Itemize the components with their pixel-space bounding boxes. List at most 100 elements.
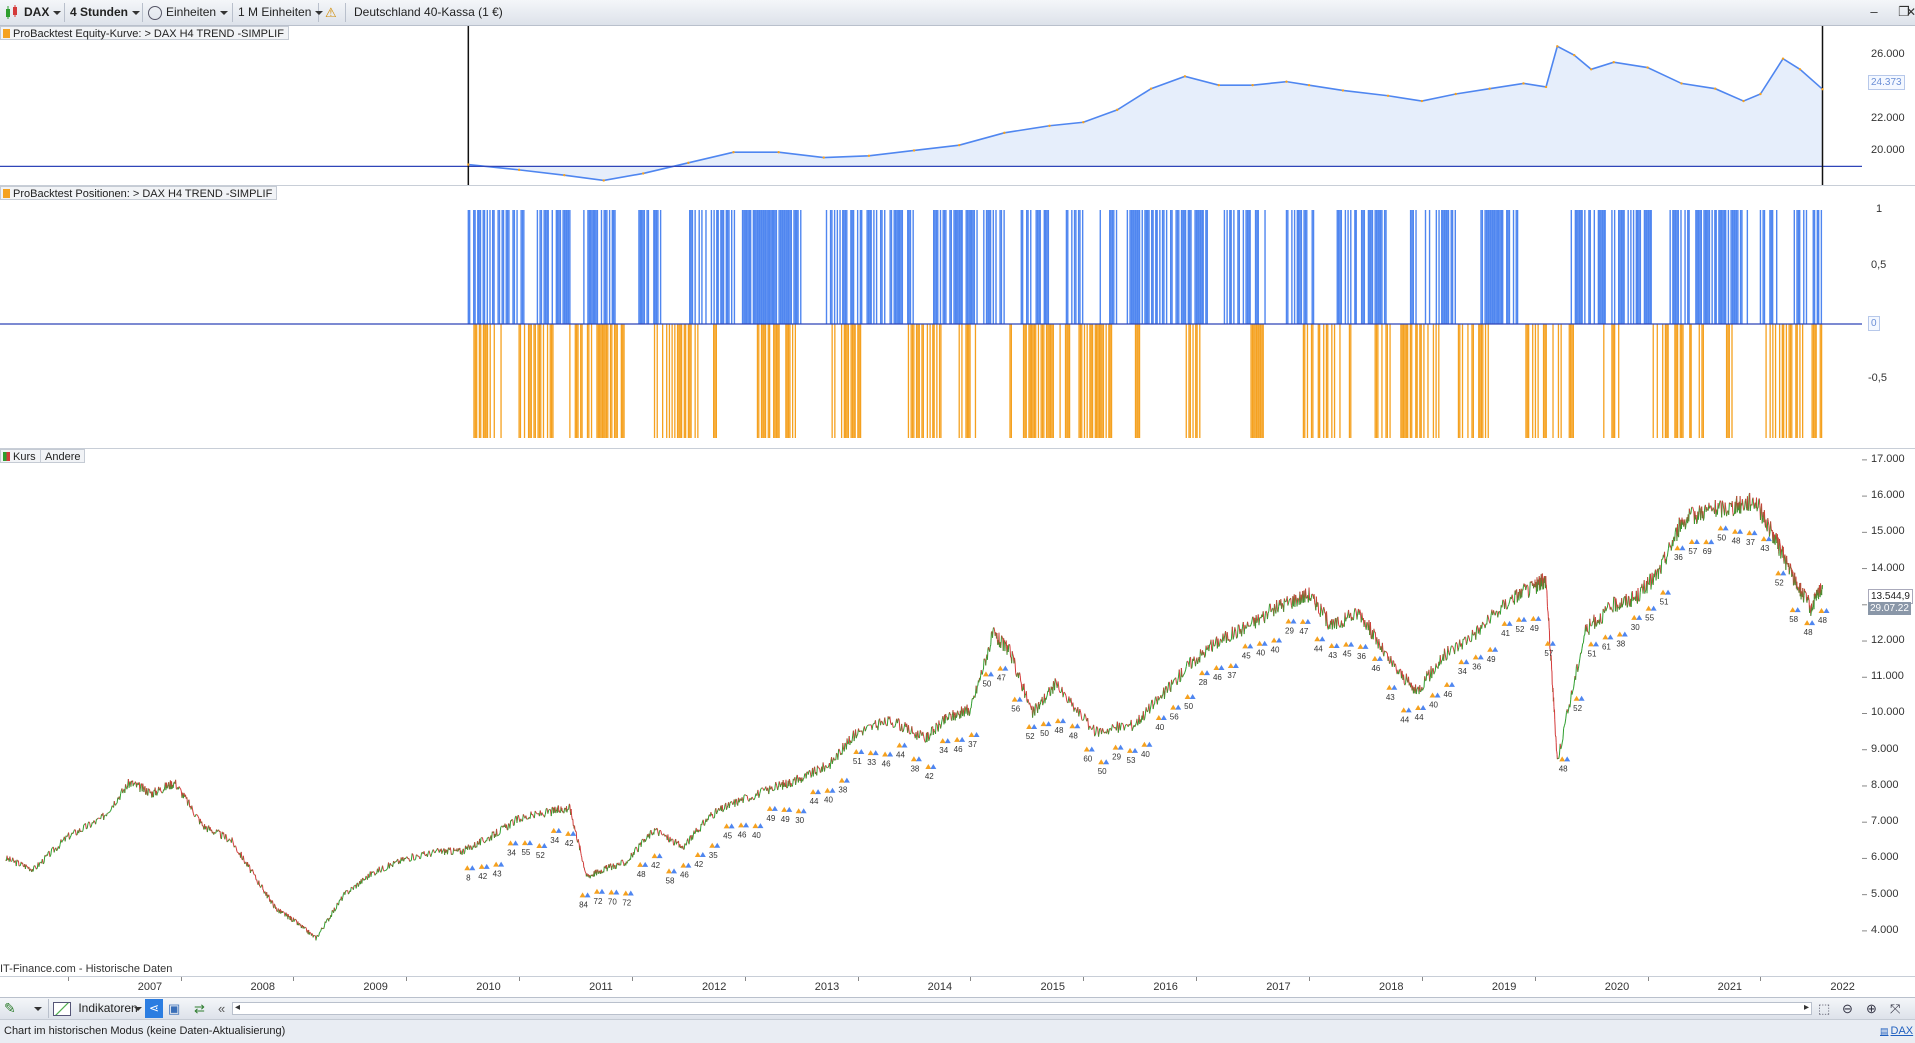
year-label: 2019 — [1491, 981, 1517, 993]
positions-panel-label[interactable]: ProBacktest Positionen: > DAX H4 TREND -… — [0, 186, 278, 200]
equity-point — [958, 143, 961, 147]
zoom-box-icon[interactable]: ⬚ — [1818, 1001, 1831, 1016]
share-icon[interactable]: ⋖ — [145, 999, 163, 1018]
price-segment — [1308, 587, 1311, 601]
price-segment — [1082, 718, 1085, 721]
price-segment — [1276, 600, 1278, 610]
price-segment — [244, 862, 246, 865]
price-segment — [1722, 503, 1725, 510]
price-segment — [232, 840, 234, 845]
price-segment — [1650, 583, 1653, 590]
price-segment — [1062, 691, 1065, 698]
price-segment — [645, 838, 648, 841]
timeframe-selector[interactable]: 4 Stunden — [70, 3, 143, 22]
price-segment — [1741, 499, 1744, 505]
units-selector[interactable]: Einheiten — [148, 3, 233, 22]
horizontal-scrollbar[interactable]: ◂ ▸ — [232, 1002, 1812, 1015]
equity-panel-label[interactable]: ProBacktest Equity-Kurve: > DAX H4 TREND… — [0, 26, 289, 40]
price-segment — [225, 834, 227, 837]
price-segment — [1266, 613, 1269, 620]
price-segment — [1313, 594, 1316, 603]
price-segment — [778, 781, 781, 784]
order-arrow-icon — [1204, 670, 1211, 676]
units-count-selector[interactable]: 1 M Einheiten — [238, 3, 324, 22]
scroll-right-icon[interactable]: ▸ — [1803, 1002, 1809, 1013]
draw-tool-dropdown[interactable] — [30, 999, 42, 1018]
order-marker-label: 72 — [622, 898, 631, 907]
zoom-in-icon[interactable]: ⊕ — [1866, 1001, 1877, 1016]
price-segment — [723, 804, 726, 810]
order-arrow-icon — [478, 863, 485, 869]
price-segment — [1185, 666, 1187, 671]
scroll-left-icon[interactable]: ◂ — [235, 1002, 241, 1013]
order-arrow-icon — [579, 892, 586, 898]
price-segment — [1054, 678, 1056, 691]
price-segment — [1674, 532, 1676, 542]
price-segment — [1424, 676, 1426, 681]
price-segment — [1527, 586, 1530, 598]
panel-divider[interactable] — [0, 185, 1915, 186]
price-segment — [1577, 668, 1579, 672]
price-chart: 8 42 43 34 55 52 34 42 84 72 70 72 48 42 58 46 42 35 45 46 4… — [5, 459, 1867, 941]
time-axis[interactable]: 2007 2008 2009 2010 2011 2012 2013 2014 2015 2016… — [0, 976, 1915, 998]
price-segment — [795, 776, 798, 782]
indicators-button[interactable]: Indikatoren — [48, 999, 138, 1018]
indicators-dropdown[interactable] — [130, 999, 142, 1018]
price-segment — [928, 739, 930, 741]
order-marker-label: 60 — [1083, 754, 1092, 763]
price-segment — [1036, 705, 1038, 709]
sync-icon[interactable]: ⇄ — [194, 1001, 205, 1016]
equity-point — [867, 154, 871, 157]
price-segment — [968, 713, 971, 716]
scroll-to-start-icon[interactable]: « — [218, 1001, 226, 1016]
price-segment — [1014, 662, 1017, 673]
candle-chart-icon[interactable] — [4, 3, 20, 22]
price-segment — [1718, 503, 1721, 509]
price-segment — [1093, 724, 1096, 737]
price-segment — [1469, 640, 1472, 643]
chart-window-icon[interactable]: ▣ — [168, 1001, 181, 1016]
price-segment — [498, 834, 500, 836]
minimize-icon[interactable]: – — [1870, 4, 1878, 19]
price-segment — [1721, 500, 1723, 518]
equity-point — [1589, 68, 1593, 71]
restore-icon[interactable]: ❐ — [1898, 4, 1910, 19]
price-segment — [133, 782, 136, 785]
warning-icon[interactable]: ⚠ — [325, 5, 337, 20]
zoom-out-icon[interactable]: ⊖ — [1842, 1001, 1853, 1016]
price-segment — [1526, 584, 1528, 586]
close-icon[interactable]: ✕ — [1906, 5, 1915, 19]
price-segment — [1578, 658, 1581, 664]
price-segment — [641, 838, 643, 841]
price-segment — [1481, 621, 1484, 629]
price-segment — [1310, 593, 1313, 598]
order-arrow-icon — [1333, 642, 1340, 648]
fit-chart-icon[interactable]: ⤧ — [1890, 1001, 1901, 1016]
price-segment — [1316, 602, 1319, 607]
order-arrow-icon — [1271, 637, 1278, 643]
price-segment — [1748, 494, 1750, 510]
draw-tool-icon[interactable]: ✎ — [4, 1000, 16, 1016]
price-segment — [1611, 609, 1613, 611]
instrument-selector[interactable]: DAX — [24, 3, 65, 22]
equity-area — [468, 46, 1823, 181]
order-marker-label: 28 — [1199, 678, 1208, 687]
chevron-down-icon — [134, 1006, 142, 1011]
price-segment — [1506, 606, 1509, 610]
price-segment — [1594, 617, 1597, 627]
price-segment — [25, 864, 28, 867]
price-segment — [120, 790, 122, 794]
status-symbol-link[interactable]: ▤ DAX — [1880, 1022, 1913, 1041]
year-label: 2018 — [1379, 981, 1404, 993]
price-segment — [1320, 603, 1322, 608]
panel-divider[interactable] — [0, 448, 1915, 449]
order-marker-label: 52 — [1573, 704, 1582, 713]
tab-kurs[interactable]: Kurs — [0, 449, 41, 463]
order-arrow-icon — [1775, 570, 1782, 576]
price-segment — [162, 791, 164, 794]
price-segment — [1024, 693, 1027, 696]
tab-andere[interactable]: Andere — [40, 449, 86, 463]
price-segment — [298, 923, 300, 926]
order-arrow-icon — [968, 731, 975, 737]
order-marker-label: 30 — [795, 816, 804, 825]
